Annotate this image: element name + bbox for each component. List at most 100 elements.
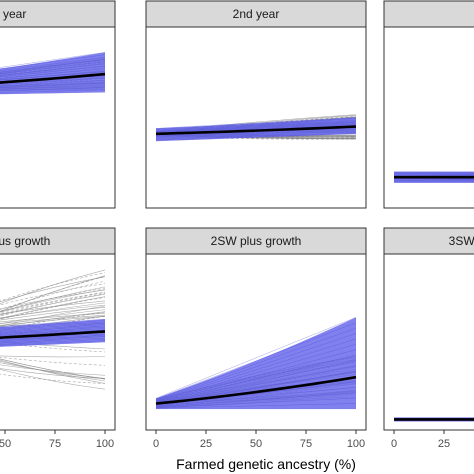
x-tick-label: 25 [438, 438, 450, 450]
band-replicate [0, 341, 106, 347]
band-replicate [155, 403, 357, 409]
x-tick-label: 100 [347, 438, 365, 450]
band-replicate [0, 61, 106, 75]
x-tick-label: 50 [0, 438, 11, 450]
band-replicate [0, 59, 106, 73]
band-replicate [0, 52, 106, 68]
replicate-line [0, 369, 106, 390]
replicate-line [0, 293, 106, 316]
x-tick-label: 25 [200, 438, 212, 450]
x-tick-label: 75 [49, 438, 61, 450]
band-replicate [155, 360, 357, 404]
panel-strip [383, 227, 474, 255]
band-replicate [155, 344, 357, 402]
panel-data [0, 52, 106, 95]
band-replicate [155, 119, 357, 131]
x-tick-label: 50 [250, 438, 262, 450]
replicate-line [0, 289, 106, 313]
band-replicate [155, 127, 357, 137]
mean-line [0, 330, 106, 339]
band-replicate [155, 128, 357, 138]
panel-background [384, 254, 474, 430]
band-replicate [0, 56, 106, 71]
x-tick-label: 100 [96, 438, 114, 450]
replicate-line [0, 356, 106, 366]
panel-1: 2nd year [145, 0, 367, 209]
band-replicate [155, 121, 357, 132]
panel-strip [0, 0, 116, 28]
band-replicate [155, 354, 357, 403]
panel-strip [0, 227, 116, 255]
panel-strip [145, 227, 367, 255]
mean-line [0, 72, 106, 84]
band-replicate [0, 339, 106, 345]
replicate-line [0, 314, 106, 324]
band-replicate [155, 349, 357, 403]
band-replicate [0, 70, 106, 81]
band-replicate [155, 327, 357, 400]
band-replicate [155, 397, 357, 408]
band-replicate [0, 320, 106, 328]
replicate-line [0, 373, 106, 384]
band-replicate [0, 68, 106, 79]
replicate-line [0, 287, 106, 312]
band-replicate [0, 66, 106, 78]
band-replicate [155, 122, 357, 134]
panel-data [155, 114, 357, 142]
replicate-line [155, 135, 357, 140]
panel-data [155, 317, 357, 410]
replicate-line [0, 292, 106, 317]
panel-strip [383, 0, 474, 28]
panel-2 [383, 0, 474, 209]
replicate-line [0, 360, 106, 382]
panel-title: 3SW plus growth [449, 234, 474, 248]
panel-background [146, 27, 366, 208]
band-replicate [155, 338, 357, 402]
band-replicate [155, 120, 357, 131]
replicate-line [0, 306, 106, 321]
replicate-line [0, 359, 106, 384]
band-replicate [0, 340, 106, 346]
replicate-line [0, 355, 106, 358]
band-replicate [155, 117, 357, 129]
band-replicate [0, 82, 106, 89]
band-replicate [155, 333, 357, 401]
band-replicate [0, 336, 106, 343]
band-replicate [155, 122, 357, 133]
band-replicate [155, 132, 357, 141]
band-replicate [155, 365, 357, 405]
band-replicate [155, 131, 357, 140]
band-replicate [0, 89, 106, 93]
band-replicate [0, 54, 106, 70]
replicate-line [0, 297, 106, 320]
panel-title: 1st year [0, 7, 26, 21]
band-replicate [155, 129, 357, 139]
band-replicate [155, 381, 357, 407]
band-replicate [0, 328, 106, 336]
panel-border [0, 26, 116, 209]
band-replicate [0, 77, 106, 85]
band-replicate [0, 325, 106, 333]
band-replicate [155, 118, 357, 130]
panel-border [383, 26, 474, 209]
replicate-line [0, 364, 106, 376]
replicate-line [0, 300, 106, 315]
replicate-line [0, 362, 106, 379]
panel-4: 2SW plus growth 0 25 50 75 100 [145, 227, 367, 450]
mean-line [155, 375, 357, 405]
band-replicate [0, 318, 106, 327]
mean-line [155, 125, 357, 136]
band-replicate [0, 326, 106, 334]
x-tick-label: 75 [300, 438, 312, 450]
replicate-line [0, 272, 106, 302]
panel-data [393, 171, 474, 183]
replicate-line [0, 275, 106, 312]
band-replicate [155, 392, 357, 408]
panel-title: 2SW plus growth [211, 234, 302, 248]
band-replicate [0, 333, 106, 340]
replicate-line [0, 269, 106, 305]
band-replicate [0, 91, 106, 95]
panel-border [145, 26, 367, 209]
